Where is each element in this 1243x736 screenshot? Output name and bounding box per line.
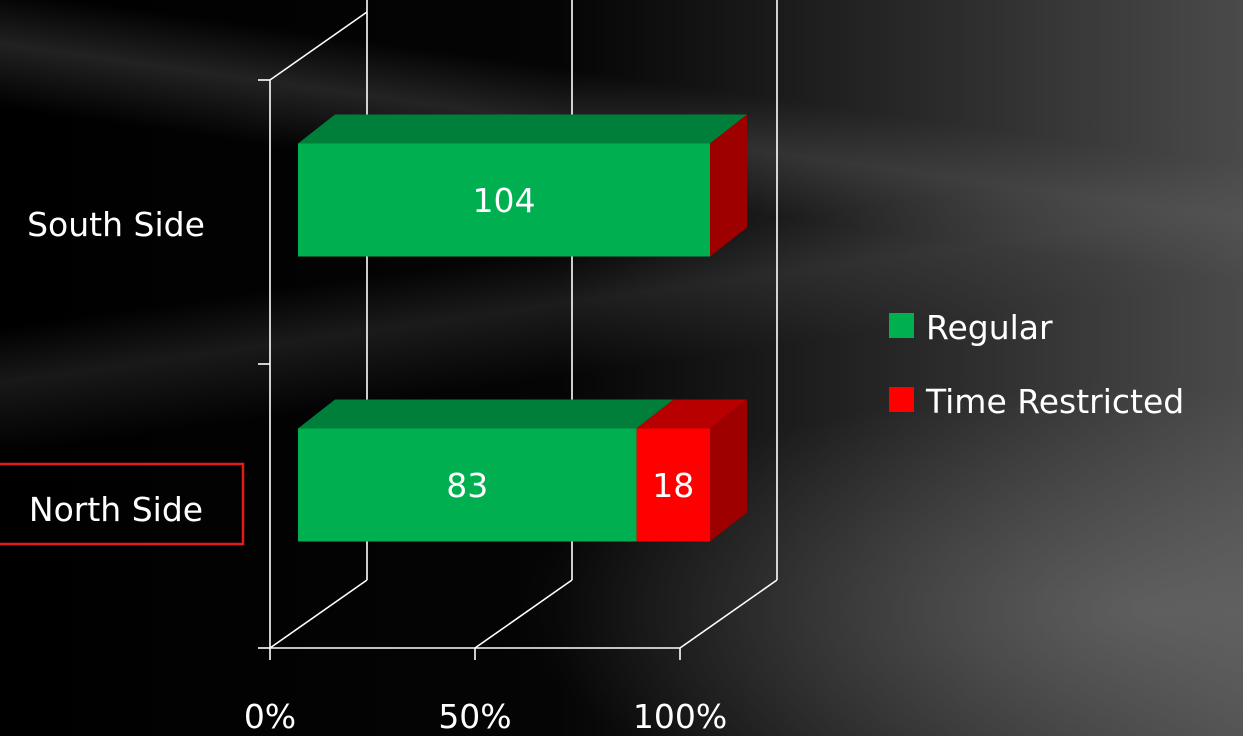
category-label: South Side xyxy=(27,205,205,244)
bar-top xyxy=(298,399,674,429)
legend-label: Time Restricted xyxy=(925,382,1184,421)
bar-end-face xyxy=(710,399,747,542)
floor-gridline xyxy=(269,579,368,649)
data-label: 104 xyxy=(473,181,536,220)
bar xyxy=(298,143,710,257)
chart-labels: 83 18 North Side 104 South Side 0% 50% 100% xyxy=(0,181,727,736)
legend-label: Regular xyxy=(926,308,1053,347)
floor-gridline xyxy=(474,579,573,649)
legend: Regular Time Restricted xyxy=(889,308,1184,421)
side-wall-top xyxy=(269,11,368,81)
bar xyxy=(298,428,637,542)
chart-bars xyxy=(298,114,747,542)
legend-swatch xyxy=(889,313,914,338)
floor-gridline xyxy=(679,579,778,649)
data-label: 83 xyxy=(446,466,488,505)
tick-label: 50% xyxy=(438,697,511,736)
bar-end-face xyxy=(710,114,747,257)
category-label: North Side xyxy=(29,490,203,529)
tick-label: 0% xyxy=(244,697,296,736)
tick-label: 100% xyxy=(633,697,727,736)
bar-top xyxy=(636,399,747,429)
bar xyxy=(636,428,710,542)
legend-swatch xyxy=(889,387,914,412)
highlight-box xyxy=(0,462,245,546)
data-label: 18 xyxy=(652,466,694,505)
bar-top xyxy=(298,114,747,144)
chart-walls xyxy=(258,0,778,660)
